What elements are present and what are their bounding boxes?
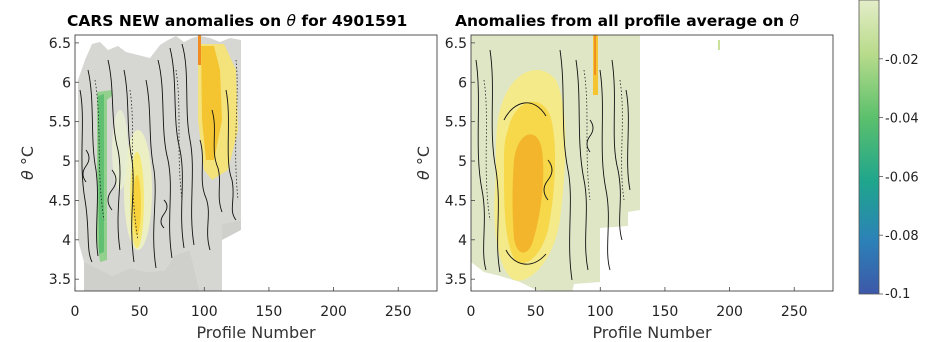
right-x-tick-label: 0 [467,304,476,320]
right-x-tick-label: 250 [781,304,808,320]
right-x-ticks: 0 50 100 150 200 250 [467,287,808,320]
left-dotted-contours [94,59,239,241]
right-chart-title: Anomalies from all profile average on θ [455,12,799,30]
right-y-axis-label: θ °C [414,146,433,180]
right-contours [475,49,631,281]
colorbar-tick-label: -0.02 [885,53,919,68]
right-y-tick-label: 4.5 [445,193,467,209]
right-x-tick-label: 100 [587,304,614,320]
left-panel: 0 50 100 150 200 250 3.5 4 4.5 5 5.5 6 6.5 Profile … [18,34,438,342]
right-x-tick-label: 50 [527,304,545,320]
right-panel: 0 50 100 150 200 250 3.5 4 4.5 5 5.5 6 6.5 Profile … [414,34,834,342]
colorbar-gradient [858,0,880,295]
left-field-bottom-fill [84,220,241,291]
left-y-ticks: 3.5 4 4.5 5 5.5 6 6.5 [49,36,79,288]
colorbar-ticks: -0.02 -0.04 -0.06 -0.08 -0.1 [879,53,919,302]
colorbar-tick-label: -0.04 [885,112,919,127]
left-x-tick-label: 100 [191,304,218,320]
colorbar-tick-label: -0.08 [885,229,919,244]
left-y-tick-label: 4.5 [49,193,71,209]
colorbar-tick-label: -0.06 [885,170,919,185]
right-field [471,35,720,291]
left-x-tick-label: 250 [385,304,412,320]
right-field-fleck [718,40,720,50]
left-y-tick-label: 3.5 [49,272,71,288]
right-x-tick-label: 200 [716,304,743,320]
right-y-tick-label: 3.5 [445,272,467,288]
right-orange-core [512,134,544,253]
left-axes-box [74,34,438,292]
right-y-tick-label: 5 [458,154,467,170]
right-x-axis-label: Profile Number [592,323,712,342]
left-y-axis-label: θ °C [18,146,37,180]
right-orange-spike-core [594,35,596,75]
left-y-tick-label: 6.5 [49,36,71,52]
left-x-ticks: 0 50 100 150 200 250 [71,287,412,320]
right-y-tick-label: 6.5 [445,36,467,52]
left-green-strip-inner [98,94,104,254]
left-x-tick-label: 0 [71,304,80,320]
left-chart-title: CARS NEW anomalies on θ for 4901591 [67,12,407,30]
right-x-tick-label: 150 [652,304,679,320]
left-x-tick-label: 150 [256,304,283,320]
left-y-tick-label: 4 [62,233,71,249]
right-y-ticks: 3.5 4 4.5 5 5.5 6 6.5 [445,36,475,288]
left-x-tick-label: 200 [320,304,347,320]
right-y-tick-label: 6 [458,75,467,91]
left-orange-band [201,46,222,160]
colorbar-tick-label: -0.1 [885,287,910,302]
right-dotted-contours [483,69,625,221]
colorbar: -0.02 -0.04 -0.06 -0.08 -0.1 [858,0,919,302]
left-orange-spike [198,35,201,65]
right-axes-box [470,34,834,292]
left-y-tick-label: 5.5 [49,115,71,131]
left-field [78,35,241,291]
left-x-axis-label: Profile Number [196,323,316,342]
left-x-tick-label: 50 [131,304,149,320]
right-y-tick-label: 5.5 [445,115,467,131]
left-pale-blob-2 [112,110,128,190]
left-y-tick-label: 6 [62,75,71,91]
left-contours [79,43,237,269]
right-y-tick-label: 4 [458,233,467,249]
left-y-tick-label: 5 [62,154,71,170]
left-yellow-core-2 [133,175,141,235]
